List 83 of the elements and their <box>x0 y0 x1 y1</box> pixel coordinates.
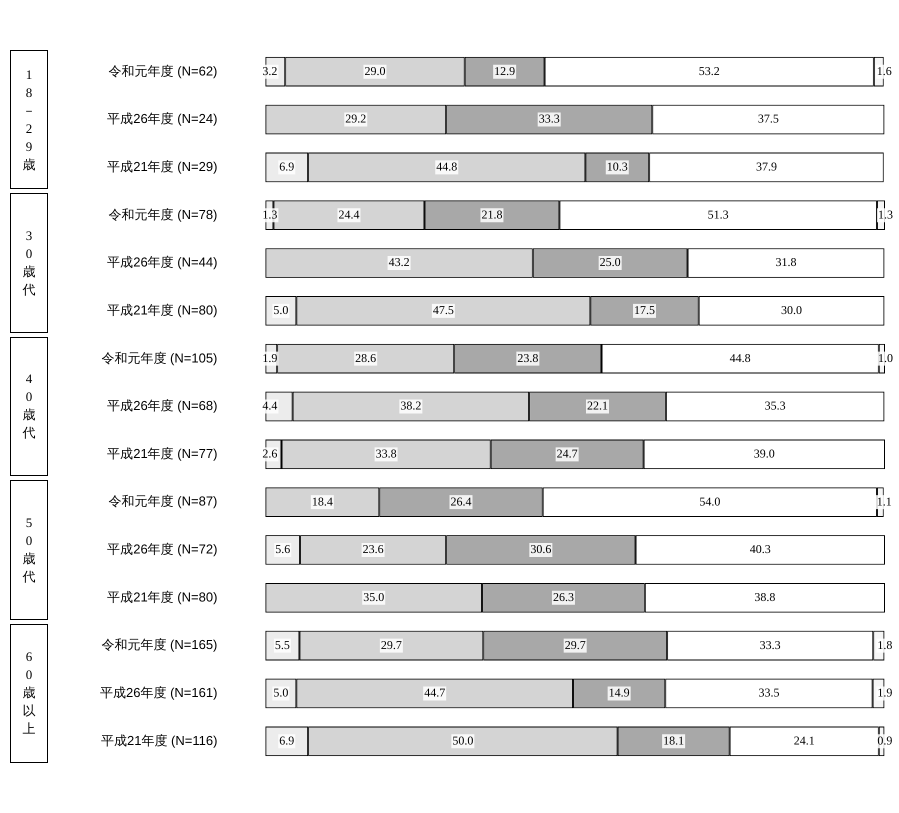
data-label: 3.2 <box>262 64 278 78</box>
data-label: 24.7 <box>556 446 578 460</box>
data-label: 21.8 <box>481 207 502 222</box>
text: 18－29歳 <box>22 66 36 174</box>
data-label: 40.3 <box>750 542 771 556</box>
data-label: 54.0 <box>699 494 720 508</box>
y-tick-label: 令和元年度 (N=105) <box>101 350 218 366</box>
data-label: 1.6 <box>876 64 892 78</box>
data-label: 24.4 <box>338 207 360 222</box>
y-tick-label: 平成26年度 (N=68) <box>107 398 218 414</box>
y-tick-label: 平成26年度 (N=24) <box>107 111 218 126</box>
data-label: 1.0 <box>878 350 893 365</box>
data-label: 51.3 <box>708 207 729 222</box>
data-label: 30.6 <box>530 542 552 556</box>
data-label: 17.5 <box>634 303 656 318</box>
data-label: 4.4 <box>262 398 278 413</box>
data-label: 39.0 <box>754 446 775 460</box>
data-label: 37.5 <box>758 112 779 126</box>
data-label: 26.4 <box>450 494 472 508</box>
data-label: 10.3 <box>606 160 628 174</box>
data-label: 18.4 <box>312 494 333 508</box>
data-label: 26.3 <box>552 590 574 604</box>
data-label: 6.9 <box>279 160 294 174</box>
data-label: 1.9 <box>262 350 278 365</box>
data-label: 12.9 <box>494 64 516 78</box>
y-tick-label: 平成21年度 (N=80) <box>107 302 218 318</box>
y-tick-label: 平成21年度 (N=29) <box>107 158 218 174</box>
text: 60歳以上 <box>22 648 36 738</box>
y-tick-label: 平成26年度 (N=44) <box>107 254 218 270</box>
data-label: 6.9 <box>279 733 294 748</box>
data-label: 33.8 <box>376 446 397 460</box>
data-label: 18.1 <box>663 733 684 748</box>
data-label: 35.0 <box>363 590 384 604</box>
data-label: 1.8 <box>877 638 892 652</box>
data-label: 1.3 <box>262 207 278 222</box>
data-label: 43.2 <box>388 255 410 270</box>
data-label: 38.8 <box>754 590 776 604</box>
data-label: 44.8 <box>436 160 458 174</box>
data-label: 25.0 <box>600 255 621 270</box>
y-tick-label: 平成26年度 (N=72) <box>107 542 218 557</box>
y-tick-label: 令和元年度 (N=62) <box>108 63 218 78</box>
data-label: 5.6 <box>275 542 290 556</box>
data-label: 1.1 <box>876 494 892 508</box>
y-tick-label: 平成21年度 (N=116) <box>100 732 218 748</box>
data-label: 0.9 <box>877 733 892 748</box>
data-label: 44.8 <box>730 350 751 365</box>
data-label: 35.3 <box>764 398 786 413</box>
text: 50歳代 <box>22 514 36 586</box>
data-label: 1.3 <box>878 207 893 222</box>
data-label: 14.9 <box>608 686 630 700</box>
data-label: 22.1 <box>586 398 608 413</box>
data-label: 33.3 <box>538 112 560 126</box>
text: 40歳代 <box>22 370 36 442</box>
y-tick-label: 令和元年度 (N=87) <box>108 494 218 509</box>
data-label: 33.3 <box>760 638 781 652</box>
data-label: 1.9 <box>877 686 892 700</box>
data-label: 33.5 <box>758 686 780 700</box>
data-label: 29.2 <box>345 112 366 126</box>
data-label: 23.8 <box>517 350 538 365</box>
data-label: 47.5 <box>432 303 454 318</box>
data-label: 29.7 <box>564 638 586 652</box>
y-tick-label: 平成21年度 (N=80) <box>107 589 218 604</box>
data-label: 30.0 <box>781 303 802 318</box>
y-tick-label: 令和元年度 (N=78) <box>108 206 218 222</box>
data-label: 31.8 <box>775 255 796 270</box>
y-tick-label: 平成26年度 (N=161) <box>100 685 218 700</box>
data-label: 2.6 <box>262 446 278 460</box>
data-label: 29.0 <box>364 64 386 78</box>
data-label: 38.2 <box>400 398 422 413</box>
data-label: 28.6 <box>355 350 376 365</box>
data-label: 50.0 <box>452 733 474 748</box>
text: 30歳代 <box>22 227 36 299</box>
data-label: 5.0 <box>273 686 288 700</box>
data-label: 23.6 <box>362 542 384 556</box>
data-label: 53.2 <box>698 64 720 78</box>
data-label: 24.1 <box>794 733 815 748</box>
data-label: 5.0 <box>273 303 288 318</box>
data-label: 5.5 <box>274 638 290 652</box>
y-tick-label: 令和元年度 (N=165) <box>101 637 218 652</box>
y-tick-label: 平成21年度 (N=77) <box>107 446 218 461</box>
data-label: 29.7 <box>380 638 402 652</box>
data-label: 37.9 <box>756 160 777 174</box>
data-label: 44.7 <box>424 686 446 700</box>
